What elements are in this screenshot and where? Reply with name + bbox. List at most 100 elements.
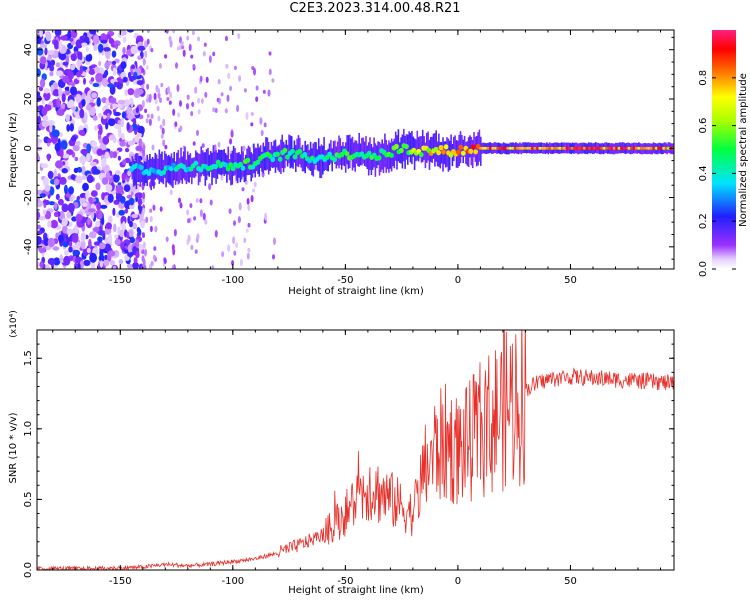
noise-blob: [87, 217, 91, 225]
signal-cell: [654, 146, 659, 150]
spectrogram-noise-layer: [37, 30, 276, 269]
noise-blob: [132, 262, 139, 269]
signal-halo: [212, 145, 215, 178]
noise-blob: [60, 140, 68, 150]
noise-blob: [47, 153, 51, 162]
noise-blob: [90, 261, 96, 269]
noise-blob: [68, 81, 76, 87]
x-tick-label: -150: [109, 275, 132, 286]
noise-blob: [268, 68, 272, 76]
noise-blob: [120, 215, 127, 225]
signal-cell: [436, 150, 441, 156]
colorbar-tick-label: 0.2: [698, 213, 709, 229]
noise-blob: [150, 48, 154, 53]
noise-blob: [229, 85, 233, 92]
noise-blob: [52, 89, 60, 97]
signal-halo: [454, 135, 456, 157]
signal-cell: [255, 159, 261, 165]
noise-blob: [150, 113, 154, 119]
signal-cell: [483, 146, 488, 150]
signal-cell: [297, 148, 303, 154]
noise-blob: [235, 242, 239, 248]
signal-cell: [418, 152, 424, 158]
noise-blob: [187, 218, 191, 224]
signal-halo: [323, 137, 325, 172]
noise-blob: [80, 148, 89, 155]
noise-blob: [195, 198, 199, 203]
noise-blob: [103, 259, 110, 267]
noise-blob: [62, 241, 69, 248]
noise-blob: [112, 265, 117, 269]
noise-blob: [221, 251, 225, 258]
noise-blob: [162, 118, 166, 127]
signal-halo: [208, 154, 211, 177]
noise-blob: [250, 122, 254, 127]
noise-blob: [72, 144, 80, 152]
noise-blob: [79, 65, 83, 75]
noise-blob: [62, 225, 68, 234]
signal-halo: [284, 144, 286, 169]
noise-blob: [101, 77, 109, 87]
signal-halo: [373, 137, 375, 168]
noise-blob: [37, 146, 43, 151]
signal-halo: [343, 146, 346, 167]
noise-blob: [142, 233, 145, 238]
noise-blob: [162, 139, 166, 147]
colorbar: 0.0 0.2 0.4 0.6 0.8 Normalized spectral ampl…: [698, 30, 749, 277]
noise-blob: [55, 160, 63, 169]
colorbar-tick-label: 0.6: [698, 118, 709, 134]
y-tick-label: 0: [23, 145, 34, 151]
noise-blob: [58, 87, 63, 97]
noise-blob: [56, 98, 61, 108]
noise-blob: [134, 135, 140, 143]
noise-blob: [160, 134, 164, 139]
signal-cell: [302, 151, 308, 158]
signal-halo: [408, 131, 410, 157]
noise-blob: [186, 35, 190, 41]
noise-blob: [114, 124, 122, 129]
spectrogram-frame: [36, 29, 675, 270]
signal-cell: [572, 146, 577, 150]
signal-halo: [344, 142, 347, 173]
noise-blob: [98, 254, 105, 262]
noise-blob: [54, 202, 58, 210]
signal-cell: [404, 143, 409, 150]
noise-blob: [70, 174, 76, 180]
noise-blob: [153, 254, 156, 261]
noise-blob: [144, 50, 148, 59]
noise-blob: [37, 111, 40, 117]
noise-blob: [167, 86, 171, 94]
noise-blob: [40, 56, 47, 65]
signal-cell: [523, 146, 527, 150]
noise-blob: [37, 68, 41, 77]
signal-halo: [420, 136, 423, 163]
noise-blob: [196, 129, 199, 136]
noise-blob: [238, 202, 242, 211]
signal-halo: [351, 136, 354, 171]
noise-blob: [164, 145, 168, 150]
signal-halo: [245, 154, 247, 182]
signal-cell: [587, 146, 592, 150]
noise-blob: [78, 129, 85, 136]
noise-blob: [94, 66, 100, 74]
signal-halo: [163, 151, 166, 178]
signal-cell: [597, 146, 602, 150]
signal-cell: [627, 146, 631, 150]
noise-blob: [209, 199, 213, 206]
signal-cell: [223, 162, 229, 168]
noise-blob: [107, 83, 115, 88]
noise-blob: [176, 84, 180, 92]
signal-halo: [174, 161, 177, 185]
signal-halo: [200, 146, 202, 177]
noise-blob: [168, 35, 172, 42]
signal-cell: [146, 170, 152, 176]
noise-blob: [146, 38, 150, 45]
noise-blob: [187, 234, 191, 243]
noise-blob: [77, 51, 81, 60]
noise-blob: [62, 61, 69, 66]
noise-blob: [43, 91, 51, 101]
noise-blob: [96, 97, 101, 107]
signal-halo: [315, 142, 317, 165]
signal-cell: [198, 167, 204, 173]
signal-halo: [157, 158, 159, 180]
